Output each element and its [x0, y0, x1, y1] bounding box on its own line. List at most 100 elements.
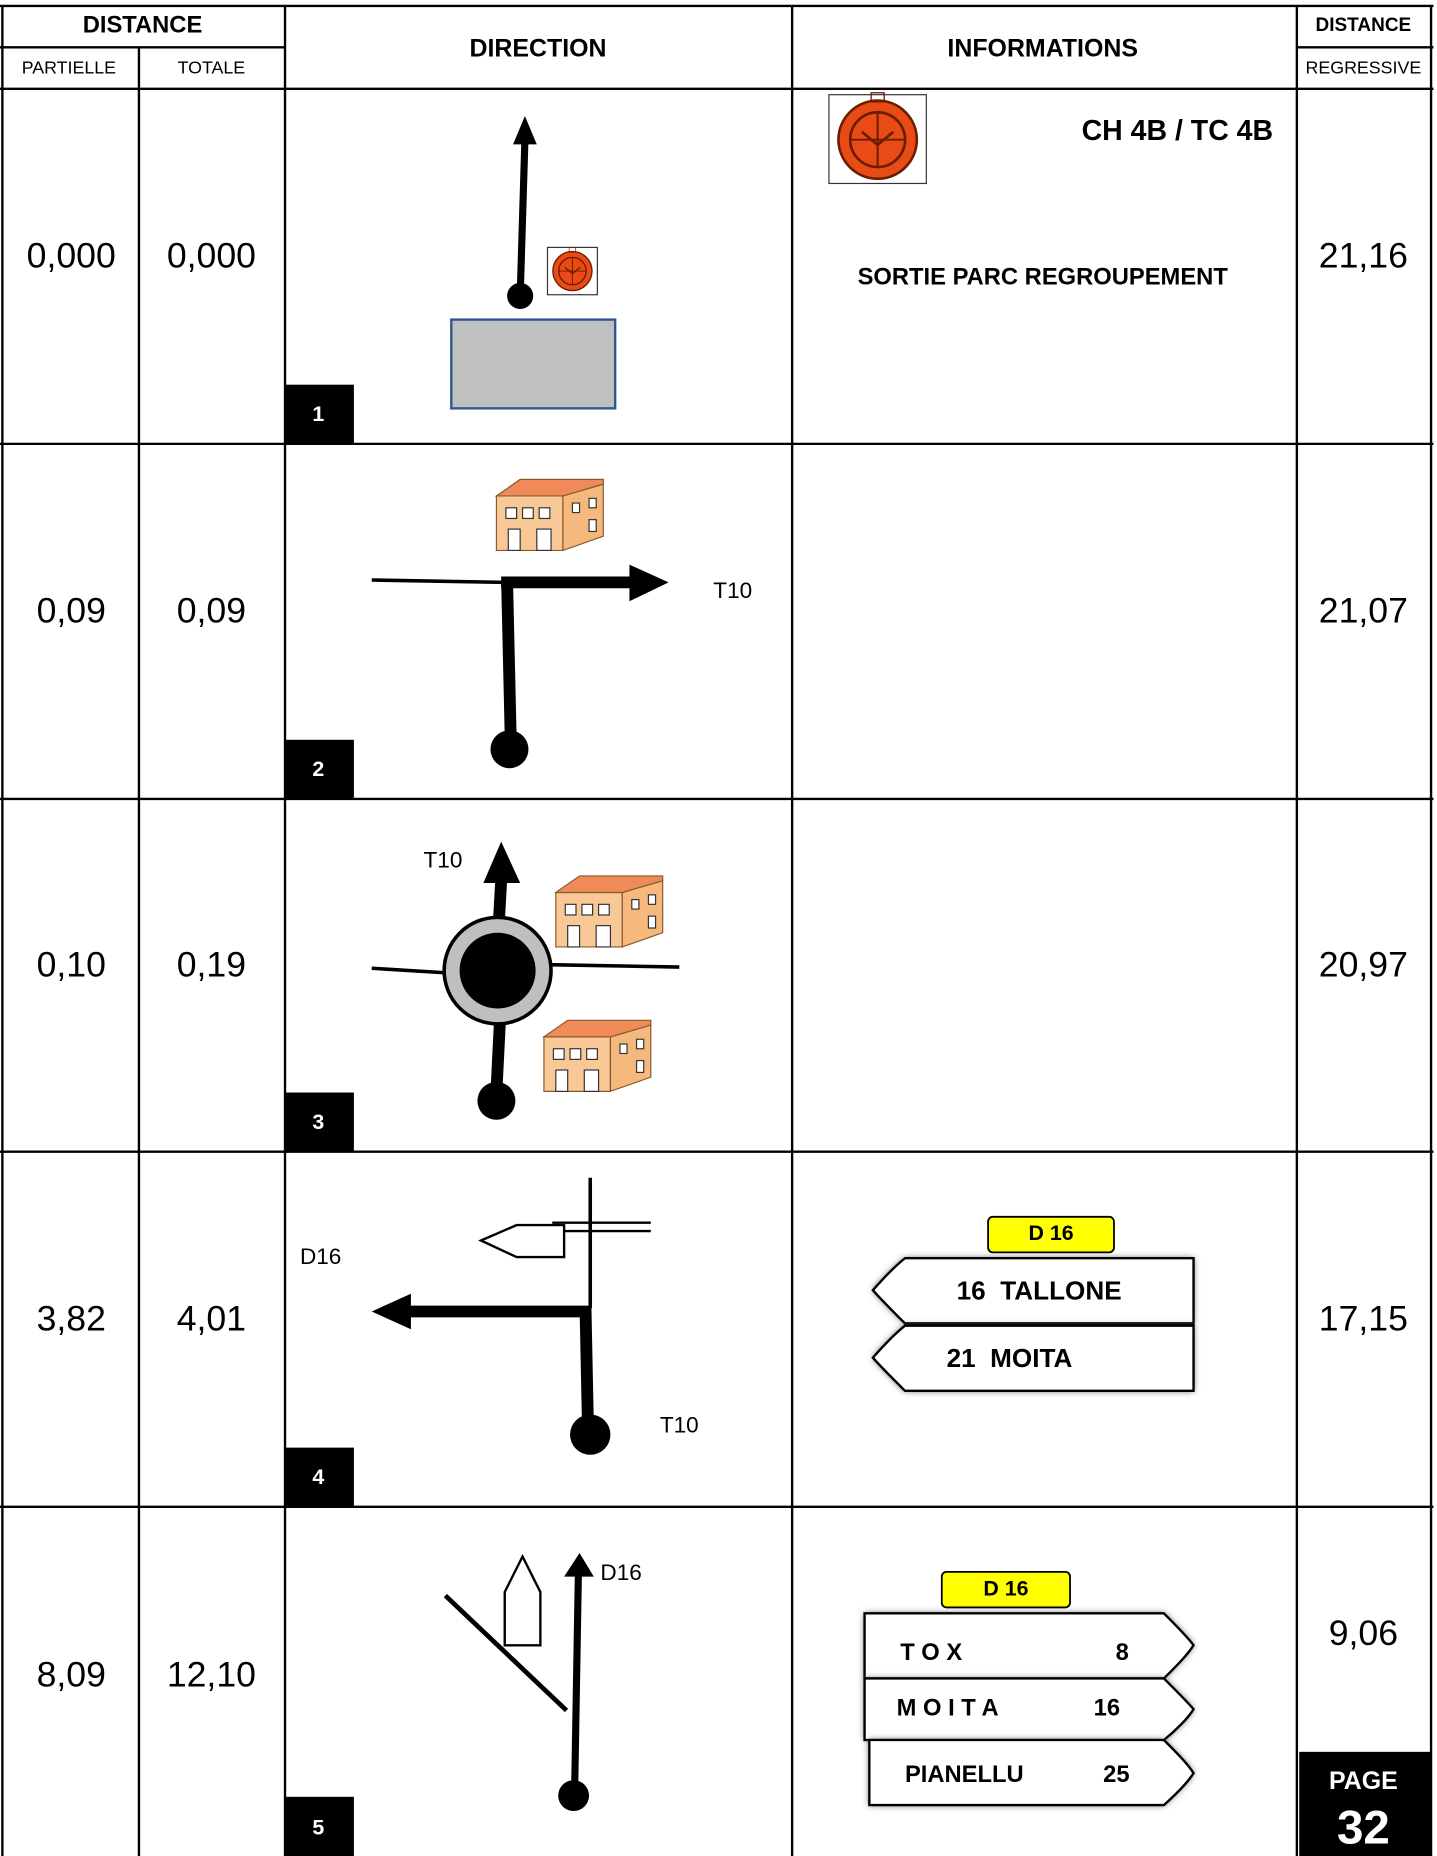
distances-label: 20,97 — [1319, 944, 1408, 984]
distances-label: 3,82 — [37, 1298, 106, 1338]
tulip-3-use — [543, 1019, 652, 1092]
info-1-label: CH 4B / TC 4B — [1082, 115, 1274, 147]
tulip-4-label: T10 — [660, 1412, 699, 1437]
header-label: PARTIELLE — [22, 57, 116, 77]
distances-label: 0,000 — [27, 235, 116, 275]
sign-5: D 16 T O X 8 M O I T A 16 PIANELLU 25 — [863, 1571, 1196, 1807]
header-label: REGRESSIVE — [1306, 57, 1422, 77]
step-numbers: 1 2 3 4 5 — [285, 384, 354, 1856]
sign-4-rect — [987, 1215, 1115, 1254]
tulip-4-line — [579, 1306, 594, 1423]
sign-4-label: 21 MOITA — [947, 1343, 1073, 1373]
header-label: INFORMATIONS — [947, 34, 1138, 62]
step-numbers-label: 1 — [312, 402, 324, 426]
step-numbers-label: 4 — [312, 1465, 324, 1489]
header-label: DISTANCE — [83, 12, 203, 38]
page-number-rect — [1299, 1751, 1432, 1856]
sign-5-label: T O X — [900, 1640, 962, 1666]
tulip-2-line — [501, 582, 517, 737]
distances-label: 8,09 — [37, 1655, 106, 1695]
info-1-label: SORTIE PARC REGROUPEMENT — [858, 264, 1229, 290]
distances-label: 21,16 — [1319, 235, 1408, 275]
header: DISTANCE PARTIELLE TOTALE DIRECTION INFO… — [22, 12, 1422, 77]
sign-5-label: 16 — [1094, 1696, 1120, 1722]
tulip-3-line — [548, 962, 680, 969]
distances-label: 0,09 — [37, 591, 106, 631]
distances-label: 0,09 — [177, 591, 246, 631]
header-label: TOTALE — [178, 57, 246, 77]
page-number: PAGE 32 — [1299, 1751, 1432, 1856]
sign-4-path — [871, 1324, 1195, 1392]
tulip-3-line — [490, 1020, 506, 1092]
sign-5-label: PIANELLU — [905, 1762, 1024, 1788]
tulip-3-label: T10 — [424, 848, 463, 873]
sign-4-label: D 16 — [1028, 1221, 1073, 1245]
tulip-1-rect — [450, 318, 617, 410]
tulip-1-circle — [507, 282, 534, 309]
tulip-3-polygon — [483, 841, 521, 884]
distances-label: 4,01 — [177, 1298, 246, 1338]
header-label: DIRECTION — [469, 34, 606, 62]
tulip-2-use — [495, 478, 604, 552]
page-number-label: 32 — [1337, 1802, 1390, 1855]
info-1: CH 4B / TC 4B SORTIE PARC REGROUPEMENT — [828, 91, 1274, 290]
sign-5-path — [863, 1677, 1196, 1742]
step-numbers-label: 5 — [312, 1815, 324, 1839]
step-numbers-rect — [285, 1447, 354, 1507]
sign-5-label: D 16 — [983, 1576, 1028, 1600]
step-numbers-rect — [285, 384, 354, 444]
sign-5-path — [863, 1612, 1195, 1680]
tulip-4-polygon — [478, 1223, 566, 1259]
tulip-2-polygon — [629, 564, 669, 602]
distances-label: 9,06 — [1329, 1613, 1398, 1653]
tulip-1 — [450, 116, 617, 410]
tulip-3: T10 — [371, 841, 680, 1120]
sign-5-path — [868, 1738, 1195, 1807]
distances-label: 21,07 — [1319, 591, 1408, 631]
tulip-5-label: D16 — [600, 1560, 641, 1585]
tulip-4-polygon — [371, 1293, 411, 1330]
step-numbers-label: 2 — [312, 757, 324, 781]
step-numbers-label: 3 — [312, 1110, 324, 1134]
tulip-1-polygon — [513, 116, 537, 145]
distances-label: 0,19 — [177, 944, 246, 984]
sign-5-label: M O I T A — [897, 1696, 999, 1722]
tulip-4-label: D16 — [300, 1244, 341, 1269]
tulip-5-line — [443, 1593, 569, 1713]
tulip-5-circle — [558, 1780, 590, 1812]
sign-4-path — [871, 1257, 1195, 1325]
page-number-label: PAGE — [1329, 1767, 1398, 1795]
sign-5-rect — [940, 1571, 1071, 1609]
tulip-5-line — [571, 1574, 582, 1782]
sign-5-label: 25 — [1103, 1762, 1129, 1788]
tulip-5: D16 — [443, 1552, 642, 1812]
sign-4-label: 16 TALLONE — [957, 1275, 1122, 1305]
distances-label: 12,10 — [167, 1655, 256, 1695]
sign-4: D 16 16 TALLONE 21 MOITA — [871, 1215, 1195, 1392]
tulip-5-polygon — [503, 1553, 542, 1647]
tulip-4-circle — [570, 1414, 611, 1455]
table-grid — [0, 4, 1434, 1856]
tulip-4: D16 T10 — [300, 1177, 699, 1455]
tulip-3-line — [371, 966, 450, 975]
distances-label: 17,15 — [1319, 1298, 1408, 1338]
tulip-3-use — [555, 875, 664, 948]
tulip-3-circle — [477, 1081, 516, 1120]
header-label: DISTANCE — [1316, 15, 1412, 36]
tulip-3-circle — [459, 932, 536, 1009]
tulip-2-line — [371, 578, 505, 585]
distances-label: 0,000 — [167, 235, 256, 275]
sign-5-label: 8 — [1116, 1640, 1129, 1666]
tulip-2-circle — [490, 730, 529, 769]
tulip-1-line — [516, 139, 529, 297]
distances: 0,000 0,000 21,16 0,09 0,09 21,07 0,10 0… — [27, 235, 1408, 1694]
step-numbers-rect — [285, 1796, 354, 1856]
step-numbers-rect — [285, 739, 354, 799]
tulip-5-polygon — [564, 1552, 594, 1577]
tulip-2-label: T10 — [713, 578, 752, 603]
step-numbers-rect — [285, 1092, 354, 1152]
distances-label: 0,10 — [37, 944, 106, 984]
tulip-2: T10 — [371, 478, 752, 769]
